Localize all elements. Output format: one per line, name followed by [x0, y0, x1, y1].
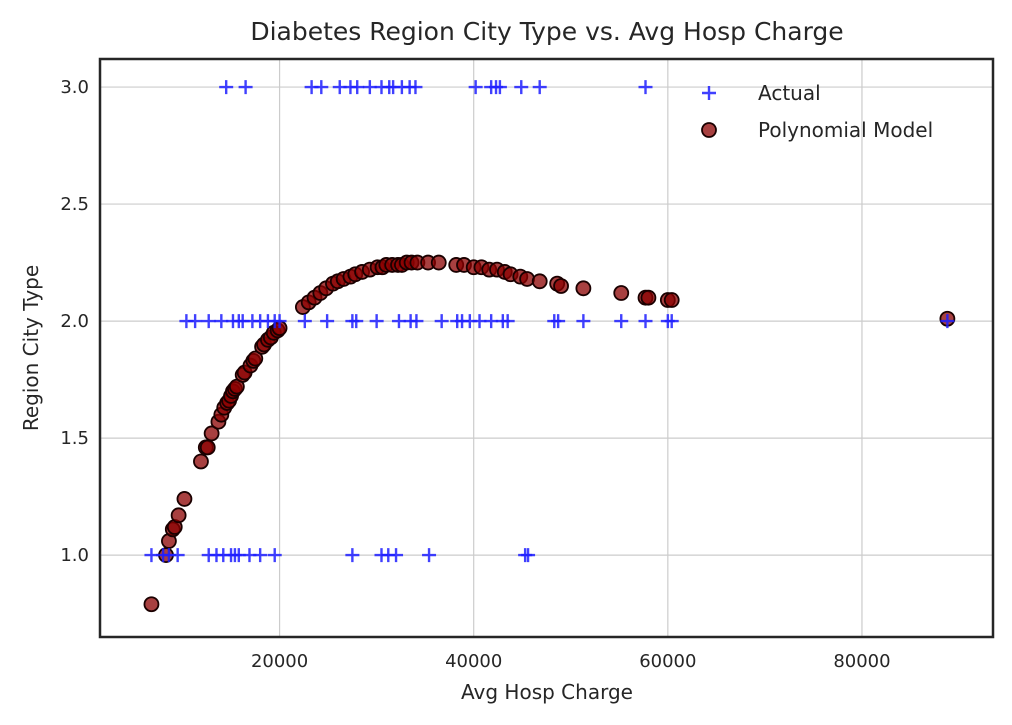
actual-point	[320, 314, 335, 329]
series-polynomial-model	[143, 254, 956, 613]
model-point	[199, 439, 216, 456]
actual-point	[314, 80, 329, 95]
legend-marker-actual	[702, 86, 716, 100]
actual-point	[500, 314, 515, 329]
x-axis-label: Avg Hosp Charge	[461, 680, 633, 704]
model-point	[430, 254, 447, 271]
y-tick-label: 1.5	[60, 428, 89, 449]
model-point	[531, 273, 548, 290]
actual-point	[267, 548, 282, 563]
actual-point	[638, 314, 653, 329]
legend: Actual Polynomial Model	[701, 81, 933, 142]
actual-point	[389, 548, 404, 563]
actual-point	[272, 314, 287, 329]
model-point	[170, 507, 187, 524]
actual-point	[614, 314, 629, 329]
actual-point	[170, 548, 185, 563]
model-point	[640, 289, 657, 306]
chart-title: Diabetes Region City Type vs. Avg Hosp C…	[250, 17, 843, 46]
actual-point	[350, 80, 365, 95]
actual-point	[369, 314, 384, 329]
actual-point	[434, 314, 449, 329]
x-tick-label: 20000	[251, 651, 308, 672]
data-points	[143, 80, 956, 613]
x-tick-label: 40000	[445, 651, 502, 672]
actual-point	[345, 548, 360, 563]
actual-point	[201, 314, 216, 329]
actual-point	[492, 80, 507, 95]
actual-point	[638, 80, 653, 95]
actual-point	[514, 80, 529, 95]
model-point	[193, 453, 209, 470]
y-axis-label: Region City Type	[19, 265, 43, 431]
series-actual	[144, 80, 955, 563]
plot-frame	[98, 57, 995, 639]
actual-point	[409, 314, 424, 329]
actual-point	[408, 80, 423, 95]
actual-point	[664, 314, 679, 329]
legend-entry-actual: Actual	[702, 81, 821, 105]
actual-point	[238, 80, 253, 95]
model-point	[247, 350, 264, 367]
actual-point	[468, 80, 483, 95]
model-point	[143, 596, 160, 613]
x-axis-ticks: 20000 40000 60000 80000	[251, 651, 891, 672]
actual-point	[188, 314, 203, 329]
actual-point	[422, 548, 437, 563]
model-point	[203, 425, 220, 442]
actual-point	[297, 314, 312, 329]
actual-point	[576, 314, 591, 329]
x-tick-label: 60000	[639, 651, 696, 672]
y-axis-ticks: 1.0 1.5 2.0 2.5 3.0	[60, 77, 89, 566]
actual-point	[253, 548, 268, 563]
legend-label-polynomial-model: Polynomial Model	[758, 118, 933, 142]
y-tick-label: 1.0	[60, 545, 89, 566]
legend-marker-polynomial-model	[701, 122, 717, 138]
y-tick-label: 3.0	[60, 77, 89, 98]
legend-label-actual: Actual	[758, 81, 821, 105]
model-point	[575, 280, 592, 297]
model-point	[519, 271, 535, 287]
model-point	[553, 278, 569, 294]
actual-point	[219, 80, 234, 95]
model-point	[663, 292, 680, 308]
actual-point	[551, 314, 566, 329]
y-tick-label: 2.0	[60, 311, 89, 332]
y-tick-label: 2.5	[60, 194, 89, 215]
model-point	[176, 491, 193, 507]
actual-point	[521, 548, 536, 563]
actual-point	[940, 314, 955, 329]
actual-point	[349, 314, 364, 329]
x-tick-label: 80000	[833, 651, 890, 672]
model-point	[613, 285, 630, 301]
actual-point	[532, 80, 547, 95]
legend-entry-polynomial-model: Polynomial Model	[701, 118, 933, 142]
